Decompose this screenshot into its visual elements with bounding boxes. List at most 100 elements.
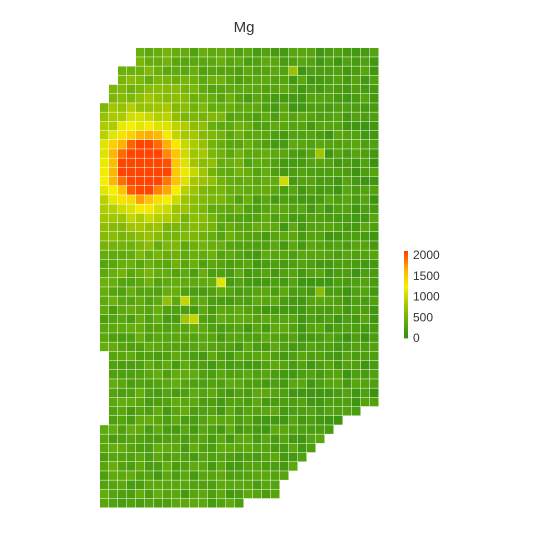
heatmap-cell — [199, 351, 208, 361]
heatmap-cell — [217, 204, 226, 214]
heatmap-cell — [280, 57, 289, 66]
heatmap-cell — [343, 232, 352, 241]
heatmap-cell — [280, 462, 289, 471]
heatmap-cell — [145, 176, 154, 186]
heatmap-cell — [163, 351, 172, 361]
heatmap-cell — [271, 305, 280, 315]
heatmap-cell — [109, 103, 118, 112]
heatmap-cell — [361, 112, 370, 122]
heatmap-cell — [199, 314, 208, 324]
heatmap-cell — [100, 268, 109, 278]
heatmap-cell — [298, 333, 307, 342]
heatmap-cell — [172, 176, 181, 186]
heatmap-cell — [217, 388, 226, 398]
heatmap-cell — [100, 324, 109, 333]
heatmap-cell — [334, 287, 343, 296]
heatmap-cell — [208, 324, 217, 333]
heatmap-cell — [118, 232, 127, 241]
heatmap-cell — [190, 351, 199, 361]
heatmap-cell — [253, 397, 262, 407]
heatmap-cell — [154, 75, 163, 85]
heatmap-cell — [325, 397, 334, 407]
heatmap-cell — [262, 57, 271, 66]
heatmap-cell — [352, 360, 361, 370]
heatmap-cell — [235, 158, 244, 168]
heatmap-cell — [208, 314, 217, 324]
heatmap-cell — [370, 397, 379, 407]
heatmap-cell — [226, 103, 235, 112]
heatmap-cell — [244, 462, 253, 471]
heatmap-cell — [361, 94, 370, 103]
heatmap-cell — [244, 296, 253, 306]
heatmap-cell — [352, 103, 361, 112]
heatmap-cell — [244, 103, 253, 112]
heatmap-cell — [370, 112, 379, 122]
heatmap-cell — [253, 130, 262, 140]
heatmap-cell — [262, 94, 271, 103]
heatmap-cell — [100, 222, 109, 232]
heatmap-cell — [361, 75, 370, 85]
heatmap-cell — [244, 370, 253, 379]
heatmap-cell — [118, 259, 127, 269]
heatmap-cell — [262, 287, 271, 296]
heatmap-cell — [298, 176, 307, 186]
heatmap-cell — [100, 489, 109, 499]
heatmap-cell — [172, 434, 181, 444]
heatmap-cell — [136, 48, 145, 57]
heatmap-cell — [208, 296, 217, 306]
heatmap-cell — [289, 140, 298, 149]
heatmap-cell — [361, 360, 370, 370]
heatmap-cell — [136, 333, 145, 342]
heatmap-cell — [352, 241, 361, 250]
heatmap-cell — [298, 48, 307, 57]
heatmap-cell — [145, 397, 154, 407]
heatmap-cell — [154, 232, 163, 241]
heatmap-cell — [226, 406, 235, 416]
heatmap-cell — [208, 278, 217, 287]
heatmap-cell — [208, 186, 217, 195]
heatmap-cell — [118, 112, 127, 122]
heatmap-cell — [163, 222, 172, 232]
heatmap-cell — [163, 333, 172, 342]
heatmap-cell — [334, 130, 343, 140]
heatmap-cell — [217, 48, 226, 57]
heatmap-cell — [109, 388, 118, 398]
heatmap-cell — [217, 462, 226, 471]
heatmap-cell — [289, 57, 298, 66]
heatmap-cell — [172, 480, 181, 490]
heatmap-cell — [244, 75, 253, 85]
heatmap-cell — [280, 314, 289, 324]
heatmap-cell — [370, 195, 379, 204]
heatmap-cell — [253, 222, 262, 232]
heatmap-cell — [226, 176, 235, 186]
heatmap-cell — [199, 158, 208, 168]
heatmap-cell — [298, 250, 307, 260]
heatmap-cell — [190, 462, 199, 471]
heatmap-cell — [109, 296, 118, 306]
heatmap-cell — [361, 351, 370, 361]
colorbar-segment — [404, 320, 408, 324]
heatmap-cell — [325, 84, 334, 94]
heatmap-cell — [208, 241, 217, 250]
heatmap-cell — [235, 324, 244, 333]
heatmap-cell — [235, 232, 244, 241]
heatmap-cell — [280, 167, 289, 177]
heatmap-cell — [172, 222, 181, 232]
heatmap-cell — [163, 425, 172, 434]
heatmap-cell — [199, 342, 208, 352]
heatmap-cell — [244, 84, 253, 94]
heatmap-cell — [352, 259, 361, 269]
heatmap-cell — [271, 176, 280, 186]
heatmap-cell — [217, 186, 226, 195]
heatmap-cell — [280, 94, 289, 103]
heatmap-cell — [271, 406, 280, 416]
heatmap-cell — [370, 379, 379, 388]
heatmap-cell — [289, 370, 298, 379]
heatmap-cell — [190, 406, 199, 416]
heatmap-cell — [208, 103, 217, 112]
heatmap-cell — [208, 94, 217, 103]
heatmap-cell — [163, 452, 172, 462]
heatmap-cell — [109, 305, 118, 315]
heatmap-cell — [370, 140, 379, 149]
heatmap-cell — [352, 140, 361, 149]
